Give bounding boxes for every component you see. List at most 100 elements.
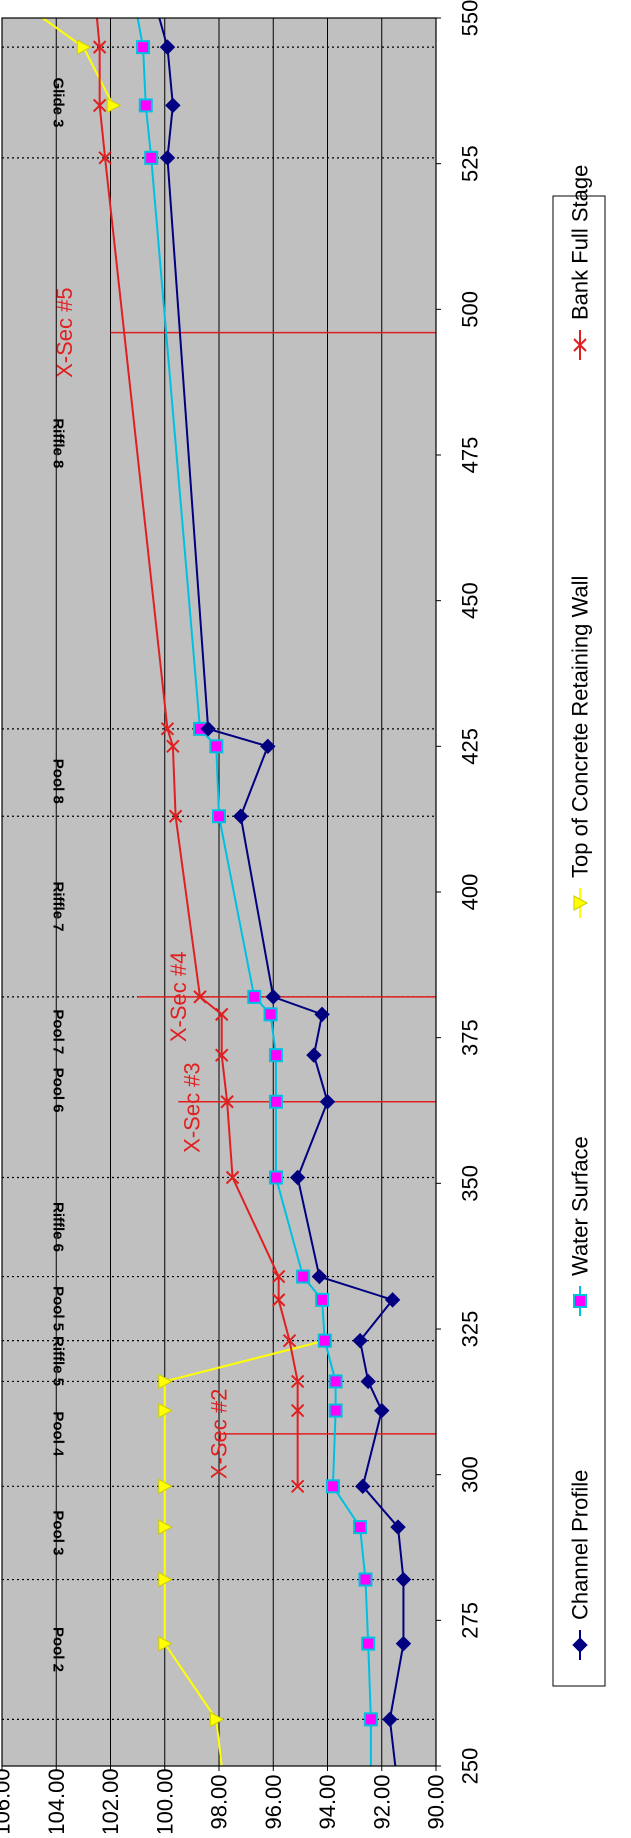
marker-diamond [311, 1268, 328, 1285]
marker-square [247, 989, 262, 1004]
marker-diamond [390, 1519, 406, 1535]
marker-square [363, 1712, 378, 1727]
legend-label: Channel Profile [568, 1470, 593, 1620]
marker-square [296, 1269, 311, 1284]
marker-square [212, 809, 226, 824]
marker-diamond [200, 721, 216, 737]
marker-x [271, 1269, 286, 1284]
xsec-label: X-Sec #3 [179, 1062, 204, 1153]
marker-triangle [158, 1402, 173, 1419]
y-tick-label: 98.00 [207, 1774, 232, 1829]
marker-triangle [158, 1635, 173, 1652]
marker-diamond [352, 1332, 368, 1349]
marker-diamond [572, 1637, 588, 1653]
marker-triangle [76, 39, 92, 55]
marker-square [328, 1403, 343, 1418]
segment-label: Riffle 6 [50, 1202, 67, 1252]
segment-label: Riffle 8 [50, 418, 67, 468]
marker-square [573, 1294, 587, 1308]
marker-diamond [289, 1169, 306, 1186]
marker-square [315, 1292, 330, 1307]
marker-diamond [384, 1292, 401, 1308]
xsec-label: X-Sec #2 [207, 1389, 232, 1480]
marker-square [263, 1007, 278, 1022]
marker-diamond [374, 1402, 390, 1419]
marker-x [215, 1048, 229, 1062]
x-tick-label: 500 [458, 291, 483, 328]
marker-diamond [265, 989, 281, 1005]
segment-label: Pool 8 [50, 759, 67, 804]
x-tick-label: 400 [458, 874, 483, 911]
marker-diamond [306, 1047, 322, 1063]
marker-diamond [395, 1635, 412, 1652]
marker-x [290, 1403, 305, 1418]
marker-x [573, 338, 587, 352]
segment-label: Pool 6 [50, 1068, 67, 1113]
legend: Channel Profile Water Surface Top of Concr… [552, 165, 606, 1687]
marker-square [325, 1479, 340, 1494]
y-tick-label: 92.00 [369, 1774, 394, 1829]
marker-triangle [209, 1711, 225, 1728]
marker-diamond [159, 39, 176, 55]
legend-label: Top of Concrete Retaining Wall [568, 576, 593, 878]
x-tick-label: 375 [458, 1019, 483, 1056]
marker-x [160, 722, 175, 736]
x-tick-label: 450 [458, 582, 483, 619]
x-tick-label: 275 [458, 1602, 483, 1639]
marker-square [138, 98, 153, 113]
marker-diamond [395, 1571, 412, 1588]
x-tick-label: 550 [458, 0, 483, 36]
marker-x [92, 98, 107, 113]
y-tick-label: 104.00 [44, 1768, 69, 1833]
marker-triangle [158, 1519, 173, 1535]
marker-x [92, 40, 107, 54]
marker-square [353, 1520, 368, 1535]
marker-diamond [319, 1094, 336, 1110]
marker-diamond [355, 1478, 371, 1495]
marker-diamond [165, 97, 181, 114]
segment-label: Pool 7 [50, 1009, 67, 1054]
marker-triangle [158, 1571, 173, 1588]
x-tick-label: 250 [458, 1748, 483, 1785]
marker-x [290, 1374, 305, 1389]
marker-x [290, 1479, 305, 1494]
marker-triangle [158, 1478, 173, 1495]
legend-label: Bank Full Stage [568, 165, 593, 320]
marker-diamond [314, 1006, 330, 1023]
segment-label: Glide 3 [50, 77, 67, 127]
marker-x [166, 739, 180, 754]
x-tick-label: 525 [458, 145, 483, 182]
segment-label: Pool 4 [50, 1411, 67, 1457]
y-tick-label: 94.00 [315, 1774, 340, 1829]
marker-x [271, 1293, 286, 1307]
marker-x [193, 990, 207, 1004]
y-tick-label: 102.00 [98, 1768, 123, 1833]
xsec-label: X-Sec #5 [52, 287, 77, 378]
segment-label: Pool 5 [50, 1286, 67, 1331]
marker-x [220, 1095, 234, 1109]
marker-x [98, 151, 112, 165]
x-tick-label: 475 [458, 437, 483, 474]
marker-triangle [106, 97, 122, 114]
marker-triangle [158, 1373, 173, 1390]
marker-square [317, 1333, 332, 1348]
legend-label: Water Surface [568, 1136, 593, 1276]
marker-x [225, 1170, 240, 1185]
segment-label: Riffle 5 [50, 1336, 67, 1386]
marker-diamond [360, 1373, 376, 1390]
marker-diamond [260, 738, 276, 755]
segment-label: Pool 2 [50, 1627, 67, 1672]
segment-label: Pool 3 [50, 1510, 67, 1555]
marker-square [361, 1636, 376, 1651]
marker-diamond [159, 150, 176, 166]
x-tick-label: 325 [458, 1311, 483, 1348]
marker-square [358, 1572, 373, 1587]
marker-x [215, 1007, 229, 1022]
marker-square [136, 40, 151, 55]
legend-box [552, 195, 606, 1687]
marker-diamond [382, 1711, 398, 1728]
y-tick-label: 90.00 [424, 1774, 449, 1829]
marker-square [268, 1170, 283, 1185]
marker-diamond [232, 808, 249, 824]
